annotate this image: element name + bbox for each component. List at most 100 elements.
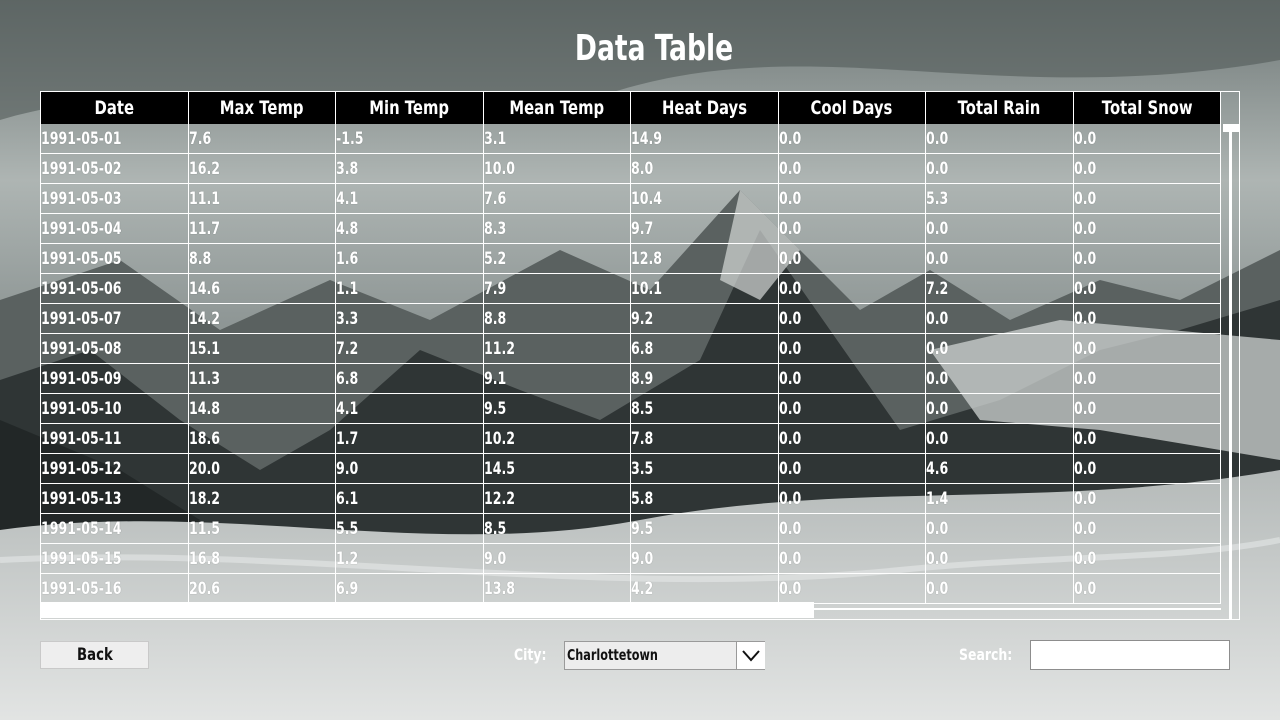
table-cell: 7.8 xyxy=(631,424,779,453)
table-cell-value: 1991-05-08 xyxy=(41,338,122,359)
back-button[interactable]: Back xyxy=(40,641,149,669)
table-cell-value: 0.0 xyxy=(926,338,949,359)
column-header[interactable]: Date xyxy=(41,92,189,124)
data-table: Date Max Temp Min Temp Mean Temp Heat Days Co… xyxy=(40,91,1240,620)
horizontal-scrollbar-thumb[interactable] xyxy=(41,602,814,618)
city-selected-text: Charlottetown xyxy=(567,646,658,664)
table-cell-value: 9.1 xyxy=(483,368,506,389)
table-cell-value: 0.0 xyxy=(778,428,801,449)
table-cell: 5.8 xyxy=(631,484,779,513)
table-cell: 0.0 xyxy=(1074,574,1221,603)
table-cell-value: 7.6 xyxy=(483,188,506,209)
table-cell: 3.5 xyxy=(631,454,779,483)
column-header[interactable]: Total Snow xyxy=(1073,92,1221,124)
table-cell: 0.0 xyxy=(926,214,1074,243)
table-cell-value: 10.2 xyxy=(483,428,515,449)
table-cell-value: 1991-05-16 xyxy=(41,578,122,599)
table-cell: 18.6 xyxy=(188,424,336,453)
table-cell: 0.0 xyxy=(779,574,926,603)
table-cell-value: 0.0 xyxy=(926,158,949,179)
table-cell: 4.1 xyxy=(336,394,484,423)
table-cell-value: 0.0 xyxy=(926,308,949,329)
table-cell: 7.6 xyxy=(189,124,336,153)
table-row[interactable]: 1991-05-03 11.1 4.1 7.6 10.4 0.0 5.3 0.0 xyxy=(41,184,1221,214)
table-cell-value: 0.0 xyxy=(1073,488,1096,509)
table-row[interactable]: 1991-05-02 16.2 3.8 10.0 8.0 0.0 0.0 0.0 xyxy=(41,154,1221,184)
table-cell: 0.0 xyxy=(779,304,926,333)
vertical-scrollbar[interactable] xyxy=(1223,124,1239,619)
table-cell-value: 9.0 xyxy=(483,548,506,569)
table-cell-value: 0.0 xyxy=(778,548,801,569)
table-row[interactable]: 1991-05-05 8.8 1.6 5.2 12.8 0.0 0.0 0.0 xyxy=(41,244,1221,274)
table-cell: 0.0 xyxy=(1074,334,1221,363)
table-row[interactable]: 1991-05-08 15.1 7.2 11.2 6.8 0.0 0.0 0.0 xyxy=(41,334,1221,364)
table-cell: 9.5 xyxy=(631,514,779,543)
table-cell-value: 0.0 xyxy=(1073,398,1096,419)
table-cell-value: 0.0 xyxy=(778,158,801,179)
table-row[interactable]: 1991-05-14 11.5 5.5 8.5 9.5 0.0 0.0 0.0 xyxy=(41,514,1221,544)
table-cell-value: 1991-05-07 xyxy=(41,308,122,329)
back-button-label: Back xyxy=(76,645,113,665)
column-header[interactable]: Max Temp xyxy=(188,92,336,124)
dropdown-arrow-button[interactable] xyxy=(736,642,765,669)
table-cell-value: 16.8 xyxy=(188,548,220,569)
table-cell-value: 1991-05-12 xyxy=(41,458,122,479)
horizontal-scrollbar[interactable] xyxy=(41,602,1221,619)
table-cell: 11.2 xyxy=(483,334,631,363)
table-cell: 20.0 xyxy=(189,454,336,483)
column-header[interactable]: Heat Days xyxy=(631,92,779,124)
table-cell-value: 1991-05-04 xyxy=(41,218,122,239)
column-header[interactable]: Total Rain xyxy=(926,92,1074,124)
table-cell: 20.6 xyxy=(189,574,336,603)
table-cell: 6.8 xyxy=(336,364,484,393)
table-row[interactable]: 1991-05-10 14.8 4.1 9.5 8.5 0.0 0.0 0.0 xyxy=(41,394,1221,424)
table-cell-value: 4.2 xyxy=(631,578,654,599)
table-cell: 1991-05-10 xyxy=(41,394,189,423)
column-header-label: Total Snow xyxy=(1101,97,1193,119)
column-header[interactable]: Min Temp xyxy=(336,92,484,124)
table-cell-value: 9.2 xyxy=(631,308,654,329)
table-row[interactable]: 1991-05-15 16.8 1.2 9.0 9.0 0.0 0.0 0.0 xyxy=(41,544,1221,574)
table-cell: 0.0 xyxy=(779,454,926,483)
table-cell: 1991-05-02 xyxy=(41,154,189,183)
table-cell: 1.4 xyxy=(926,484,1074,513)
table-cell-value: 1991-05-05 xyxy=(41,248,122,269)
vertical-scrollbar-thumb[interactable] xyxy=(1223,124,1239,132)
table-cell: 5.5 xyxy=(336,514,484,543)
table-cell: 7.2 xyxy=(926,274,1074,303)
table-row[interactable]: 1991-05-04 11.7 4.8 8.3 9.7 0.0 0.0 0.0 xyxy=(41,214,1221,244)
table-cell-value: 10.1 xyxy=(631,278,663,299)
table-cell: 0.0 xyxy=(926,514,1074,543)
table-row[interactable]: 1991-05-07 14.2 3.3 8.8 9.2 0.0 0.0 0.0 xyxy=(41,304,1221,334)
city-dropdown[interactable]: Charlottetown xyxy=(564,641,765,670)
table-cell-value: 9.7 xyxy=(631,218,654,239)
table-cell-value: 11.5 xyxy=(188,518,220,539)
table-cell: 0.0 xyxy=(779,124,926,153)
table-cell: 0.0 xyxy=(926,574,1074,603)
table-row[interactable]: 1991-05-12 20.0 9.0 14.5 3.5 0.0 4.6 0.0 xyxy=(41,454,1221,484)
table-cell-value: 0.0 xyxy=(926,128,949,149)
table-row[interactable]: 1991-05-01 7.6 -1.5 3.1 14.9 0.0 0.0 0.0 xyxy=(41,124,1221,154)
table-row[interactable]: 1991-05-11 18.6 1.7 10.2 7.8 0.0 0.0 0.0 xyxy=(41,424,1221,454)
column-header[interactable]: Mean Temp xyxy=(483,92,631,124)
column-header[interactable]: Cool Days xyxy=(778,92,926,124)
table-row[interactable]: 1991-05-13 18.2 6.1 12.2 5.8 0.0 1.4 0.0 xyxy=(41,484,1221,514)
table-cell-value: 9.5 xyxy=(631,518,654,539)
table-cell: 0.0 xyxy=(779,274,926,303)
table-cell: 8.8 xyxy=(484,304,631,333)
table-row[interactable]: 1991-05-16 20.6 6.9 13.8 4.2 0.0 0.0 0.0 xyxy=(41,574,1221,604)
table-cell-value: 0.0 xyxy=(778,338,801,359)
table-cell-value: 0.0 xyxy=(778,518,801,539)
table-cell-value: 18.6 xyxy=(188,428,220,449)
chevron-down-icon xyxy=(742,649,760,662)
table-cell: 14.8 xyxy=(189,394,336,423)
table-cell: 0.0 xyxy=(1074,274,1221,303)
search-input[interactable] xyxy=(1030,640,1230,670)
table-cell-value: 11.2 xyxy=(483,338,515,359)
table-row[interactable]: 1991-05-06 14.6 1.1 7.9 10.1 0.0 7.2 0.0 xyxy=(41,274,1221,304)
table-cell-value: 13.8 xyxy=(483,578,515,599)
table-cell: 13.8 xyxy=(483,574,631,603)
table-cell-value: 0.0 xyxy=(1073,218,1096,239)
table-row[interactable]: 1991-05-09 11.3 6.8 9.1 8.9 0.0 0.0 0.0 xyxy=(41,364,1221,394)
table-cell-value: 14.6 xyxy=(188,278,220,299)
